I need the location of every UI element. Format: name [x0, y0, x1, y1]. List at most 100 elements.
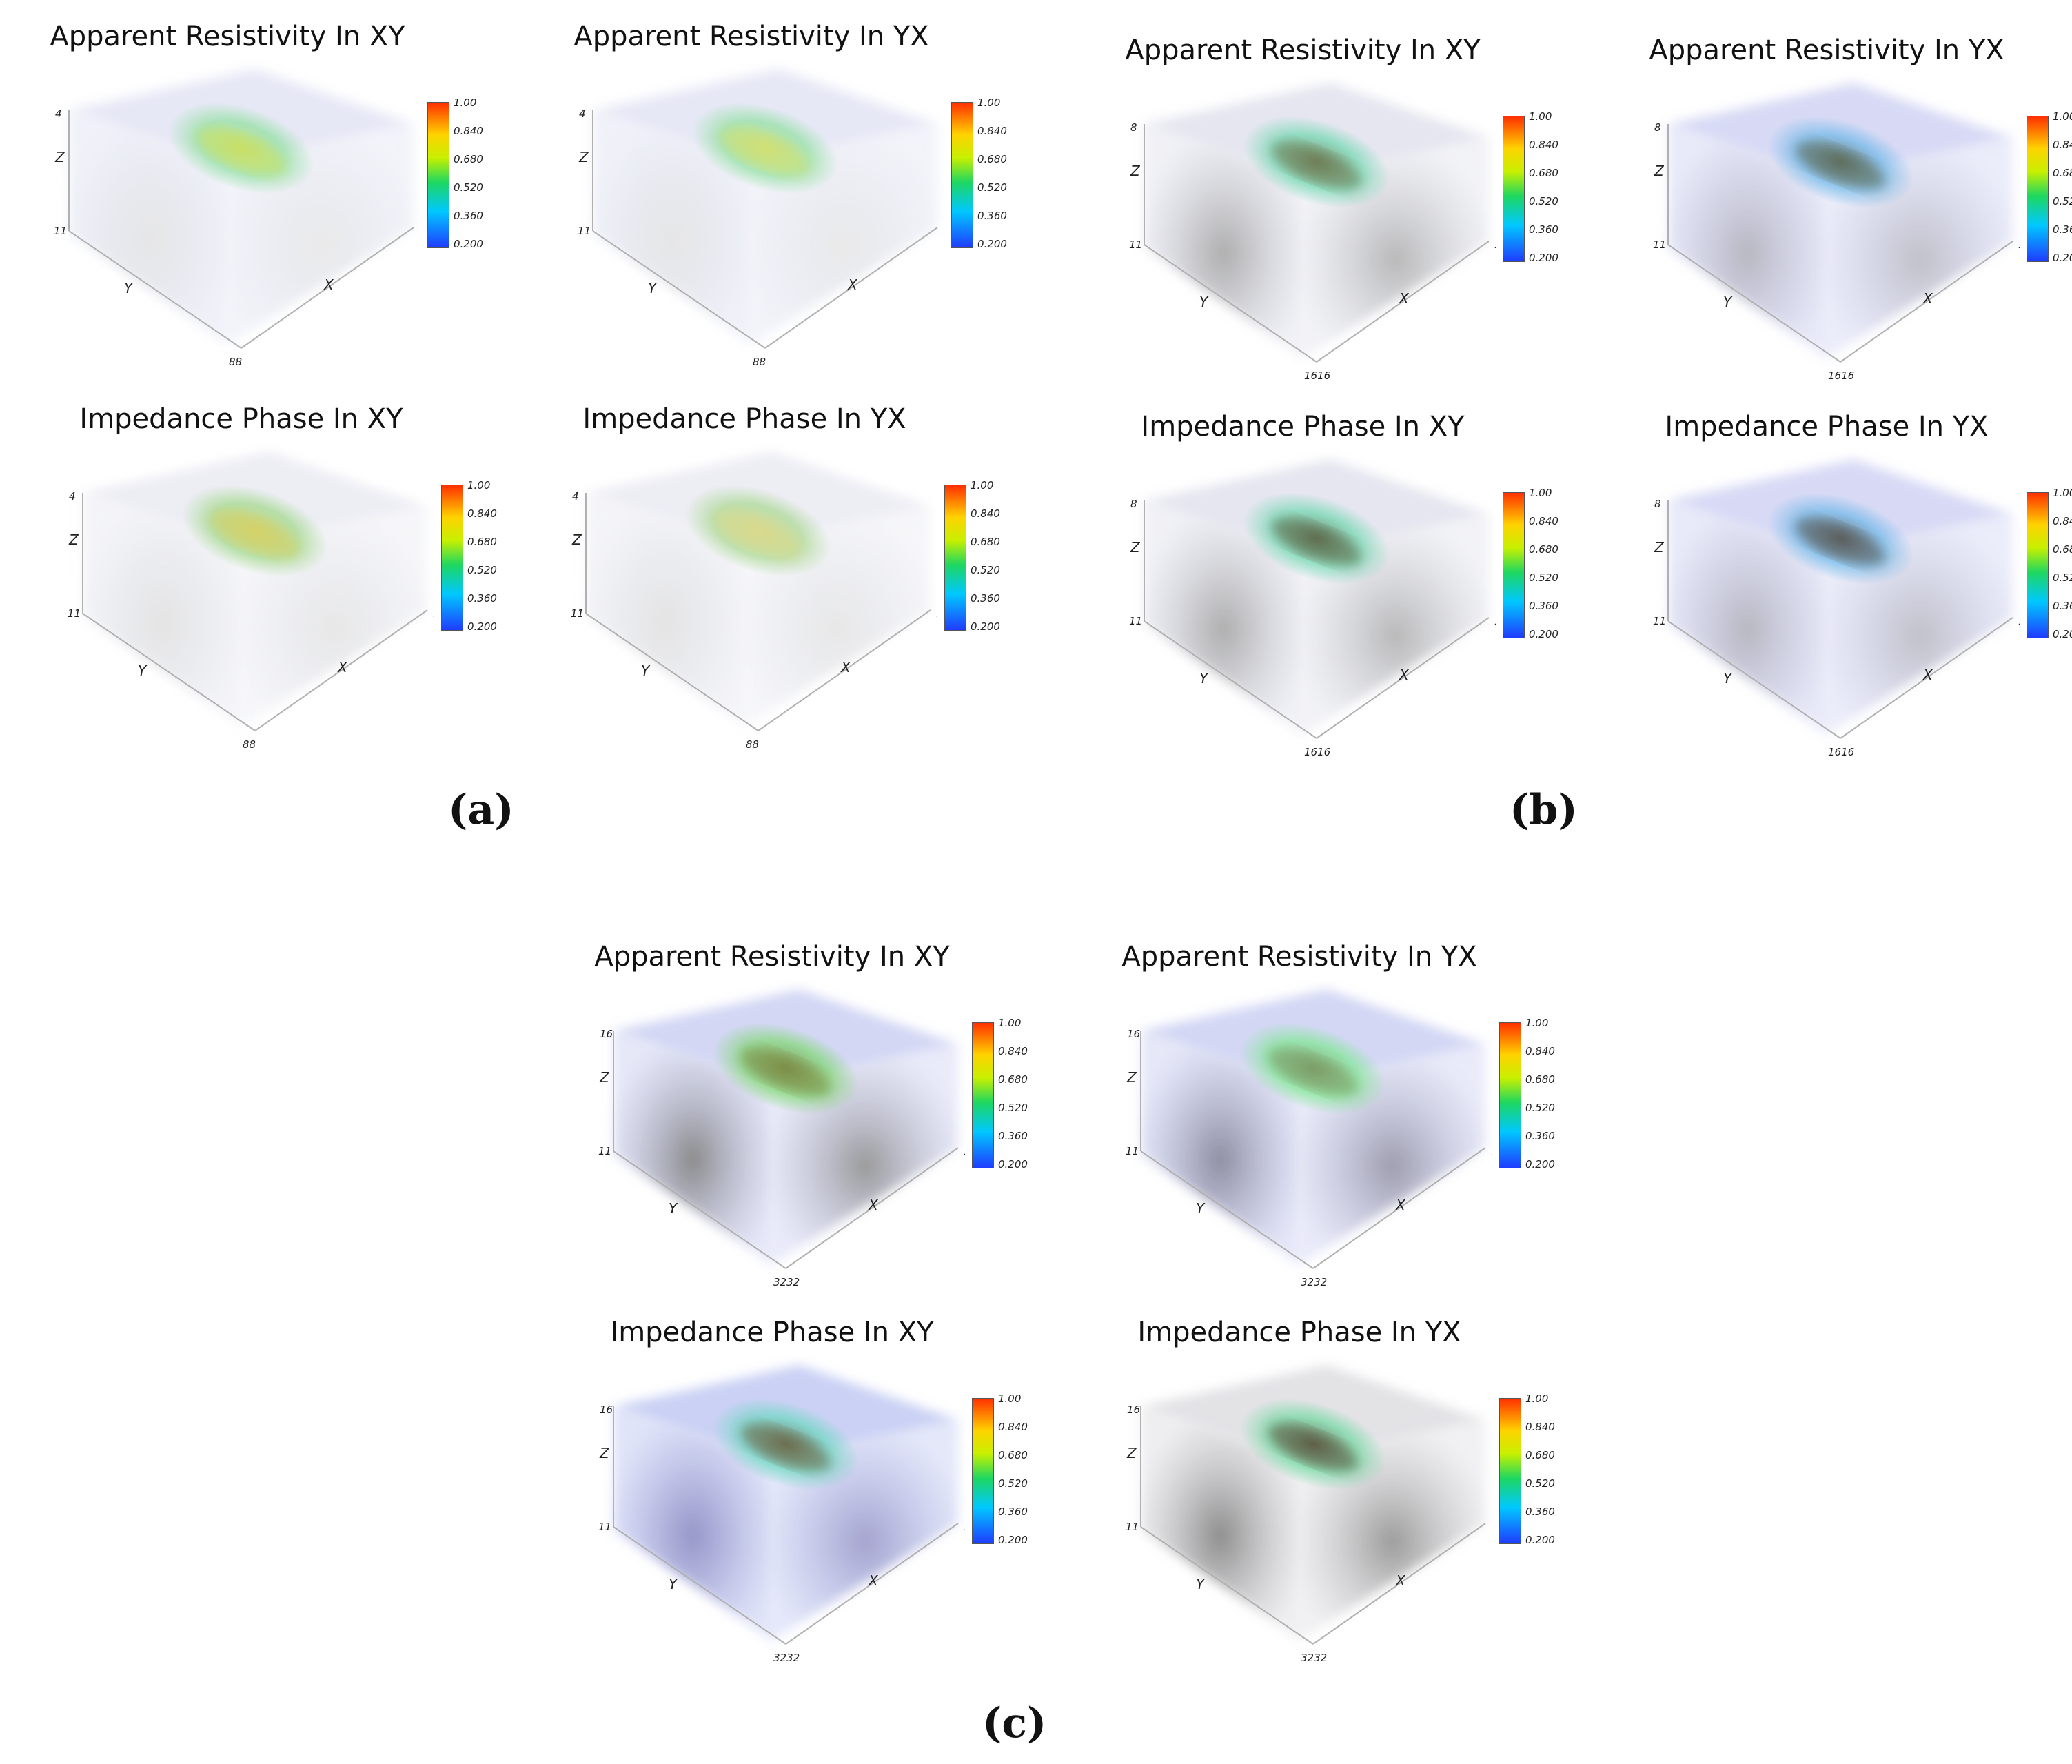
volume-left-face	[1144, 500, 1303, 735]
panel-b-imp-phase-yx: Impedance Phase In YX 8 Z 11 Y X 1616 1 1.00 0.84…	[1641, 411, 2072, 776]
z-max-tick: 8	[1130, 498, 1137, 510]
colorbar-tick: 0.840	[977, 125, 1007, 137]
colorbar	[972, 1022, 994, 1168]
x-axis-line	[1312, 1523, 1486, 1645]
x-origin-tick: 1	[943, 225, 944, 237]
z-axis-label: Z	[1126, 1445, 1137, 1461]
colorbar-tick: 0.520	[454, 181, 483, 194]
z-axis-label: Z	[1130, 163, 1141, 179]
origin-tick: 11	[578, 225, 591, 237]
volume-render: 8 Z 11 Y X 1616 1	[1129, 459, 1496, 758]
anomaly-core	[1268, 1423, 1359, 1472]
x-origin-tick: 1	[433, 607, 434, 620]
y-axis-label: Y	[641, 662, 651, 679]
y-axis-line	[585, 613, 759, 731]
volume-render: 4 Z 11 Y X 88 1	[578, 69, 944, 368]
z-max-tick: 16	[600, 1403, 613, 1416]
colorbar-tick: 0.840	[998, 1421, 1028, 1433]
colorbar-tick: 0.200	[454, 238, 483, 250]
edge-tick: 1616	[1828, 746, 1854, 758]
panel-title: Apparent Resistivity In YX	[1121, 941, 1477, 973]
anomaly-core	[740, 1048, 831, 1096]
volume-render: 8 Z 11 Y X 1616 1	[1653, 83, 2020, 382]
colorbar-tick: 0.360	[977, 210, 1007, 222]
anomaly-core	[210, 510, 301, 558]
edge-tick: 88	[243, 738, 256, 751]
x-axis-label: X	[868, 1572, 879, 1589]
colorbar	[1499, 1398, 1521, 1544]
y-axis-line	[1140, 1150, 1314, 1269]
volume-render: 16 Z 11 Y X 3232 1	[1126, 989, 1492, 1288]
volume-left-face	[1141, 1031, 1299, 1265]
colorbar-tick: 0.840	[1525, 1421, 1555, 1433]
y-axis-line	[1667, 244, 1841, 363]
x-origin-tick: 1	[2018, 239, 2020, 251]
panel-b-imp-phase-xy: Impedance Phase In XY 8 Z 11 Y X 1616 1 1.00 0.84…	[1117, 411, 1613, 776]
x-origin-tick: 1	[1491, 1145, 1492, 1157]
colorbar-tick: 0.520	[1525, 1102, 1555, 1114]
colorbar-tick: 0.680	[467, 536, 497, 548]
x-axis-line	[1312, 1147, 1486, 1269]
anomaly-core	[1271, 518, 1362, 566]
panel-title: Apparent Resistivity In YX	[1649, 34, 2004, 66]
x-origin-tick: 1	[936, 607, 937, 620]
edge-tick: 88	[746, 738, 759, 751]
origin-tick: 11	[1129, 239, 1142, 251]
colorbar-tick: 1.00	[454, 97, 477, 109]
volume-left-face	[1141, 1406, 1299, 1641]
colorbar-tick: 0.520	[1525, 1477, 1555, 1490]
colorbar-tick: 0.520	[2053, 571, 2072, 584]
y-axis-label: Y	[648, 280, 658, 296]
colorbar-tick: 1.00	[2053, 110, 2072, 123]
panel-a-imp-phase-xy: Impedance Phase In XY 4 Z 11 Y X 88 1 1.00 0.840 0…	[55, 403, 551, 769]
x-axis-label: X	[1395, 1572, 1406, 1589]
colorbar-tick: 0.840	[467, 507, 497, 520]
anomaly-core	[196, 128, 287, 176]
panel-title: Impedance Phase In XY	[610, 1317, 934, 1348]
colorbar-tick: 0.200	[1525, 1534, 1555, 1546]
colorbar-tick: 1.00	[467, 479, 491, 491]
volume-left-face	[69, 110, 227, 345]
y-axis-line	[82, 613, 256, 731]
y-axis-label: Y	[1199, 670, 1209, 687]
z-axis-label: Z	[571, 531, 582, 548]
z-max-tick: 16	[1127, 1403, 1140, 1416]
x-axis-line	[764, 227, 938, 349]
volume-render: 16 Z 11 Y X 3232 1	[1126, 1365, 1492, 1664]
panel-title: Impedance Phase In XY	[1141, 411, 1465, 443]
volume-left-face	[613, 1031, 772, 1265]
colorbar-tick: 0.360	[2053, 223, 2072, 236]
colorbar-tick: 1.00	[971, 479, 994, 491]
colorbar-tick: 0.520	[467, 564, 497, 576]
origin-tick: 11	[68, 607, 81, 620]
colorbar	[2027, 116, 2049, 262]
x-axis-line	[1316, 241, 1490, 363]
edge-tick: 3232	[773, 1276, 800, 1288]
edge-tick: 3232	[1301, 1276, 1327, 1288]
volume-left-face	[586, 493, 744, 727]
panel-title: Apparent Resistivity In XY	[594, 941, 950, 973]
z-max-tick: 8	[1654, 121, 1661, 134]
edge-tick: 88	[229, 356, 242, 368]
anomaly-core	[740, 1423, 831, 1472]
colorbar-tick: 0.520	[977, 181, 1007, 194]
origin-tick: 11	[1126, 1521, 1139, 1533]
edge-tick: 1616	[1828, 369, 1854, 382]
z-axis-label: Z	[1130, 539, 1141, 556]
colorbar-tick: 0.680	[998, 1449, 1028, 1461]
z-max-tick: 4	[69, 490, 76, 503]
colorbar-tick: 0.520	[998, 1102, 1028, 1114]
edge-tick: 3232	[773, 1652, 800, 1664]
colorbar-tick: 0.840	[2053, 515, 2072, 527]
x-origin-tick: 1	[2018, 615, 2020, 627]
colorbar-tick: 0.520	[2053, 195, 2072, 207]
y-axis-label: Y	[1723, 294, 1733, 310]
anomaly-core	[713, 510, 804, 558]
x-axis-label: X	[1399, 290, 1410, 307]
colorbar-tick: 0.520	[1529, 195, 1558, 207]
colorbar-tick: 1.00	[1529, 487, 1552, 499]
x-origin-tick: 1	[1494, 239, 1496, 251]
colorbar-tick: 0.680	[1525, 1073, 1555, 1086]
z-max-tick: 8	[1654, 498, 1661, 510]
x-axis-line	[1840, 241, 2013, 363]
